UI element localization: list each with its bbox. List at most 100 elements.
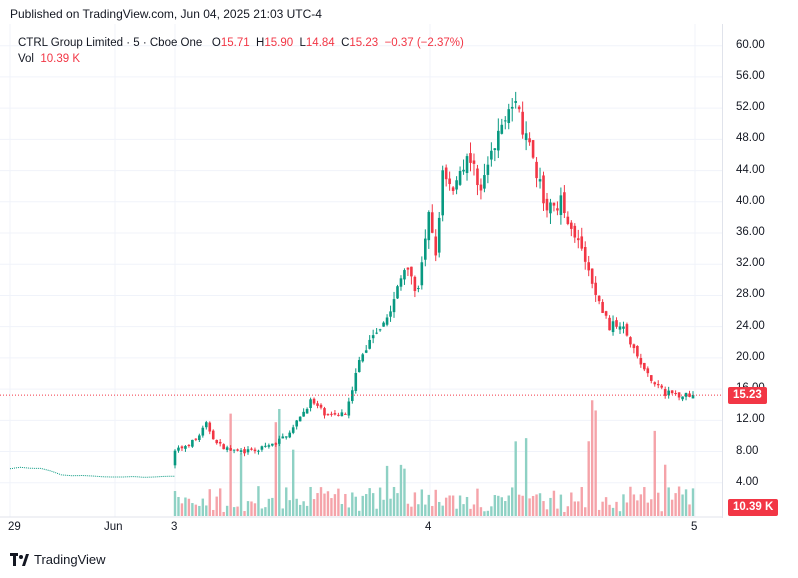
volume-bar xyxy=(577,501,580,516)
candle-body xyxy=(385,317,389,325)
volume-bar xyxy=(483,511,486,516)
volume-bar xyxy=(667,487,670,516)
candle-body xyxy=(201,427,205,436)
volume-bar xyxy=(622,494,625,516)
volume-bar xyxy=(347,507,351,516)
volume-bar xyxy=(378,487,382,516)
candle-body xyxy=(465,156,469,174)
candle-body xyxy=(295,420,298,427)
candle-body xyxy=(180,446,184,449)
volume-bar xyxy=(205,505,208,516)
volume-bar xyxy=(427,494,430,516)
volume-bar xyxy=(403,468,406,516)
candle-body xyxy=(639,357,643,365)
y-tick-label: 44.00 xyxy=(736,163,765,176)
volume-bar xyxy=(253,503,257,516)
candle-body xyxy=(204,422,208,428)
volume-bar xyxy=(597,509,601,516)
volume-bar xyxy=(302,501,305,516)
volume-bar xyxy=(514,441,517,516)
volume-bar xyxy=(434,489,437,516)
volume-bar xyxy=(288,500,291,516)
volume-bar xyxy=(354,496,357,516)
candle-body xyxy=(229,448,232,451)
candle-body xyxy=(208,422,212,432)
candle-body xyxy=(437,217,441,253)
candle-body xyxy=(434,236,438,256)
candle-body xyxy=(538,179,542,182)
candle-series xyxy=(9,91,695,478)
volume-bar xyxy=(438,501,441,516)
candle-body xyxy=(382,322,385,327)
volume-bar xyxy=(212,509,215,516)
volume-bar xyxy=(584,507,587,516)
candle-body xyxy=(643,362,646,370)
candle-body xyxy=(368,339,371,349)
volume-bar xyxy=(361,495,364,516)
candle-body xyxy=(646,368,650,374)
volume-bar xyxy=(323,493,326,516)
candle-body xyxy=(271,443,274,446)
volume-bar xyxy=(382,499,385,516)
open-value: 15.71 xyxy=(220,37,250,49)
volume-bar xyxy=(278,408,281,516)
volume-bar xyxy=(476,488,479,516)
volume-bar xyxy=(250,501,253,516)
tradingview-brand[interactable]: TradingView xyxy=(10,552,106,567)
volume-bar xyxy=(246,501,250,516)
volume-bar xyxy=(521,495,524,516)
legend-ohlc-row: CTRL Group Limited · 5 · Cboe One O15.71… xyxy=(18,35,464,51)
candle-body xyxy=(323,408,326,416)
candle-body xyxy=(608,317,611,331)
high-label: H xyxy=(256,37,265,49)
volume-bar xyxy=(580,487,583,516)
volume-bar xyxy=(229,413,232,516)
volume-bar xyxy=(399,464,403,516)
candle-body xyxy=(267,445,271,447)
candle-body xyxy=(354,372,358,391)
volume-bar xyxy=(271,497,274,516)
volume-bar xyxy=(535,494,538,516)
volume-bar xyxy=(587,441,590,516)
volume-bar xyxy=(417,504,420,516)
x-tick-label: 29 xyxy=(8,521,21,533)
candle-body xyxy=(517,106,521,110)
y-tick-label: 20.00 xyxy=(736,350,765,363)
candle-body xyxy=(191,439,194,447)
volume-bar xyxy=(497,495,500,516)
candle-body xyxy=(257,450,260,452)
candle-body xyxy=(399,278,403,287)
volume-bar xyxy=(368,488,371,516)
symbol-label[interactable]: CTRL Group Limited · 5 · Cboe One xyxy=(18,37,203,49)
volume-bar xyxy=(243,511,246,516)
candle-body xyxy=(472,160,476,164)
volume-bar xyxy=(392,486,396,516)
candle-body xyxy=(476,168,479,186)
volume-bar xyxy=(465,496,469,516)
candle-body xyxy=(184,446,187,449)
volume-bar xyxy=(257,486,260,516)
volume-bar xyxy=(663,464,667,516)
candle-body xyxy=(663,389,667,396)
candle-body xyxy=(424,238,427,260)
volume-bar xyxy=(260,508,264,516)
volume-bar xyxy=(365,494,368,516)
y-tick-label: 52.00 xyxy=(736,101,765,114)
candle-body xyxy=(622,326,625,329)
price-axis[interactable] xyxy=(722,24,797,518)
volume-bar xyxy=(389,498,392,516)
volume-bar xyxy=(236,506,239,516)
volume-bar xyxy=(406,503,410,516)
volume-bar xyxy=(375,508,378,516)
x-tick-label: Jun xyxy=(104,521,123,533)
candle-body xyxy=(243,449,246,454)
volume-bar xyxy=(653,430,656,516)
volume-bar xyxy=(201,498,205,516)
candle-body xyxy=(211,430,215,440)
candle-body xyxy=(246,449,250,453)
candle-body xyxy=(542,175,545,204)
candle-body xyxy=(576,238,580,241)
volume-bar xyxy=(552,490,556,516)
volume-bar xyxy=(556,508,559,516)
